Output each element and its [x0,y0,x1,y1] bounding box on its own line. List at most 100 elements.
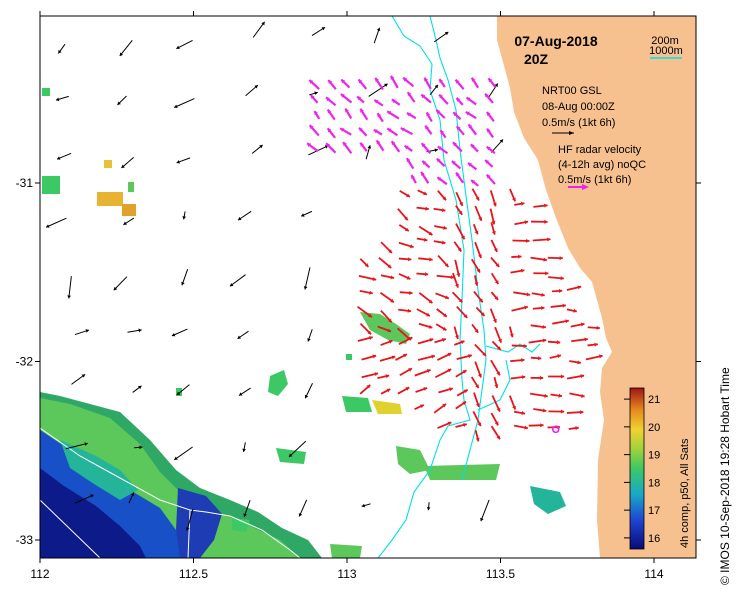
sst-patch-cold-inner [176,488,222,558]
x-tick-label: 114 [644,567,663,581]
gsl-arrow [390,75,399,89]
radar-arrow [571,337,588,343]
gsl-arrow [485,173,496,185]
radar-arrow [511,254,522,259]
gsl-arrow [375,139,385,152]
radar-arrow [436,274,455,280]
gsl-arrow [376,112,384,123]
radar-arrow [509,188,516,202]
radar-arrow [490,359,501,376]
radar-arrow [474,205,483,222]
gsl-arrow [436,176,448,186]
model-arrow [237,210,252,221]
model-arrow [288,440,307,458]
radar-arrow [494,326,503,343]
model-arrow [132,385,142,393]
hf-radar-arrows [357,188,603,442]
gsl-arrow [484,159,494,168]
radar-arrow [493,376,499,389]
radar-arrow [414,369,431,377]
radar-arrow [395,353,408,361]
gsl-arrow [405,157,415,170]
model-arrow [134,445,143,450]
radar-arrow [530,324,547,329]
radar-arrow [377,325,392,333]
radar-arrow [357,335,373,342]
radar-arrow [473,392,480,408]
gsl-arrow [308,79,320,90]
radar-arrow [474,275,479,286]
land-area [497,16,696,558]
colorbar-tick-label: 16 [648,533,660,545]
model-arrow [67,276,72,299]
gsl-arrow [342,141,353,154]
sst-patch-mid-5 [396,446,430,474]
radar-arrow [418,257,433,262]
gsl-arrow [467,162,478,171]
gsl-arrow [406,91,416,103]
radar-arrow [417,189,428,196]
gsl-arrow [358,127,368,137]
radar-arrow [510,268,525,274]
gsl-arrow [467,123,478,136]
radar-arrow [380,309,393,323]
model-arrow [55,95,69,102]
radar-arrow [531,219,548,224]
radar-arrow [418,292,433,304]
radar-arrow [533,203,548,208]
radar-arrow [548,374,565,379]
radar-arrow [514,220,529,226]
radar-arrow [359,384,371,395]
sst-patch-mid-4 [372,400,402,414]
radar-arrow [358,274,377,282]
model-arrow [242,442,246,453]
radar-arrow [530,356,542,361]
model-arrow [174,98,195,109]
radar-arrow [530,256,547,262]
gsl-arrow [313,110,321,120]
radar-arrow [472,410,482,427]
colorbar-title: 4h comp, p50, All Sats [679,438,691,548]
gsl-arrow [452,141,463,153]
gsl-arrow [470,179,480,187]
model-arrow [123,217,135,226]
model-arrow [237,330,249,340]
gsl-arrow [306,142,319,153]
radar-arrow [489,208,496,225]
gsl-arrow [420,93,432,104]
radar-arrow [433,207,446,213]
model-arrow [426,502,431,511]
gsl-arrow [402,76,415,88]
model-arrow [243,500,251,518]
gsl-arrow [359,108,369,121]
radar-arrow [511,343,527,349]
date-label: 07-Aug-2018 [514,33,597,49]
model-arrow [182,211,187,220]
gsl-arrow [326,108,336,121]
radar-arrow [417,338,434,345]
radar-arrow [456,354,473,360]
radar-arrow [437,254,450,268]
gsl-arrow [465,96,477,106]
gsl-arrow [487,77,497,88]
radar-arrow [547,256,563,261]
radar-arrow [454,259,461,277]
sst-patch-mid-2 [268,370,288,396]
model-arrow [298,499,308,517]
radar-arrow [473,290,484,303]
isobath-inner [477,343,541,411]
model-arrow [229,274,246,287]
gsl-arrow [325,142,337,154]
gsl-arrow [374,77,384,91]
gsl-arrow [455,97,464,106]
radar-arrow [510,375,526,380]
radar-arrow [490,412,499,426]
model-arrow [488,83,499,98]
model-arrow [74,494,94,504]
gsl-arrow [452,111,462,121]
radar-arrow [416,206,429,211]
model-arrow [65,442,88,450]
model-arrow [309,91,318,96]
radar-arrow [530,375,544,380]
radar-arrow [471,258,481,274]
